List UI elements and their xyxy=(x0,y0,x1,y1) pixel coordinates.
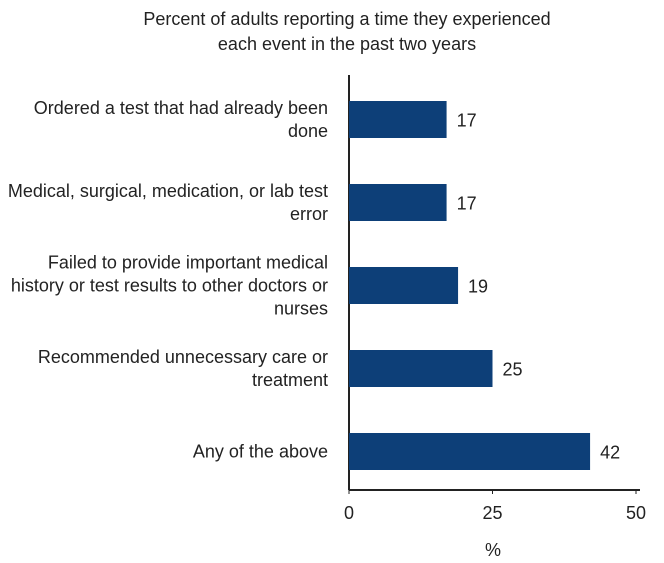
bar xyxy=(349,267,459,304)
value-label: 17 xyxy=(457,110,477,130)
chart-title: each event in the past two years xyxy=(218,34,476,54)
category-label: Ordered a test that had already been don… xyxy=(33,97,328,141)
bar xyxy=(349,184,447,221)
bar xyxy=(349,433,591,470)
category-label: Recommended unnecessary care or treatmen… xyxy=(37,346,328,390)
category-label: Any of the above xyxy=(192,441,328,461)
value-label: 19 xyxy=(468,276,488,296)
value-label: 25 xyxy=(503,359,523,379)
value-label: 42 xyxy=(600,442,620,462)
bar xyxy=(349,350,493,387)
category-label: Failed to provide important medical hist… xyxy=(10,252,328,318)
x-tick-label: 25 xyxy=(482,503,502,523)
chart-title: Percent of adults reporting a time they … xyxy=(143,9,550,29)
bar xyxy=(349,101,447,138)
x-axis-label: % xyxy=(485,540,501,560)
x-tick-label: 50 xyxy=(626,503,646,523)
x-tick-label: 0 xyxy=(344,503,354,523)
category-label: Medical, surgical, medication, or lab te… xyxy=(7,180,328,224)
value-label: 17 xyxy=(457,193,477,213)
